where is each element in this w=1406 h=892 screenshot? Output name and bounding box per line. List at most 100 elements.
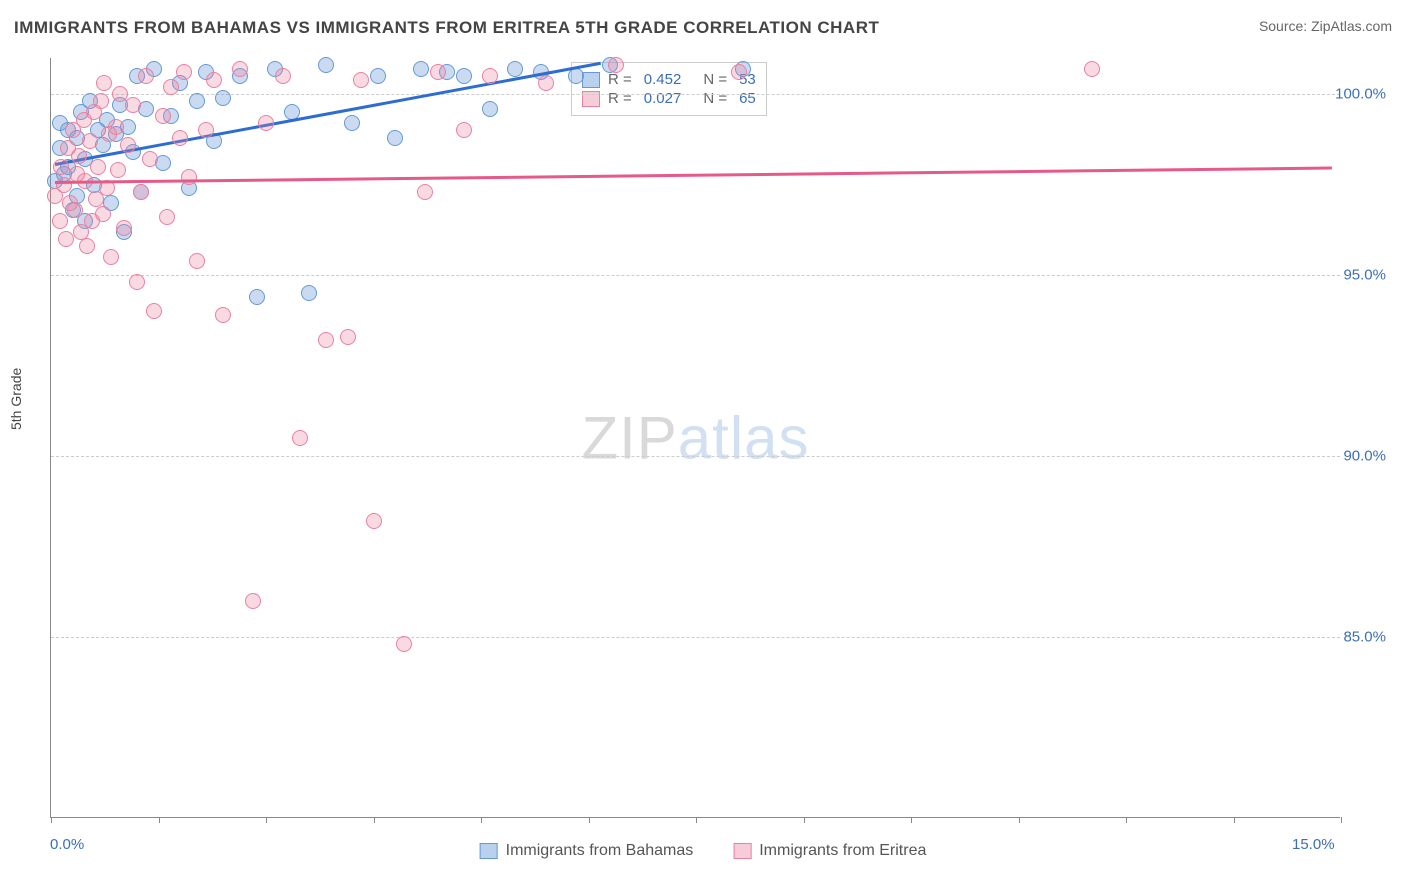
data-point [56,177,72,193]
data-point [249,289,265,305]
data-point [181,169,197,185]
data-point [82,133,98,149]
data-point [344,115,360,131]
data-point [340,329,356,345]
data-point [456,122,472,138]
data-point [189,253,205,269]
data-point [142,151,158,167]
data-point [159,209,175,225]
data-point [206,72,222,88]
r-value-eritrea: 0.027 [644,90,682,107]
swatch-pink-icon [733,843,751,859]
data-point [507,61,523,77]
data-point [608,57,624,73]
x-tick-mark [589,817,590,823]
data-point [198,122,214,138]
gridline [51,94,1340,95]
data-point [133,184,149,200]
data-point [417,184,433,200]
data-point [110,162,126,178]
x-tick-mark [1126,817,1127,823]
source-attribution: Source: ZipAtlas.com [1259,18,1392,34]
data-point [538,75,554,91]
source-name: ZipAtlas.com [1311,18,1392,34]
data-point [67,202,83,218]
watermark-atlas: atlas [678,404,810,471]
data-point [413,61,429,77]
legend-item-bahamas: Immigrants from Bahamas [480,842,694,860]
chart-header: IMMIGRANTS FROM BAHAMAS VS IMMIGRANTS FR… [14,18,1392,42]
data-point [93,93,109,109]
y-axis-label: 5th Grade [8,368,24,430]
chart-title: IMMIGRANTS FROM BAHAMAS VS IMMIGRANTS FR… [14,18,879,37]
data-point [125,97,141,113]
data-point [53,159,69,175]
r-label: R = [608,71,632,88]
r-label: R = [608,90,632,107]
gridline [51,275,1340,276]
data-point [129,274,145,290]
data-point [108,119,124,135]
x-tick-label: 15.0% [1292,836,1335,853]
x-tick-mark [159,817,160,823]
x-tick-mark [266,817,267,823]
swatch-blue-icon [480,843,498,859]
data-point [146,303,162,319]
data-point [387,130,403,146]
trend-line [55,167,1332,184]
legend-label-bahamas: Immigrants from Bahamas [506,842,694,860]
x-tick-mark [374,817,375,823]
watermark-zip: ZIP [581,404,677,471]
x-tick-mark [1019,817,1020,823]
data-point [189,93,205,109]
data-point [568,68,584,84]
data-point [96,75,112,91]
data-point [52,213,68,229]
data-point [370,68,386,84]
series-legend: Immigrants from Bahamas Immigrants from … [480,842,927,860]
data-point [58,231,74,247]
x-tick-mark [1341,817,1342,823]
data-point [430,64,446,80]
data-point [71,148,87,164]
data-point [482,68,498,84]
legend-row-bahamas: R = 0.452 N = 53 [582,71,756,88]
data-point [275,68,291,84]
r-value-bahamas: 0.452 [644,71,682,88]
data-point [116,220,132,236]
data-point [353,72,369,88]
n-label: N = [703,71,727,88]
data-point [79,238,95,254]
n-label: N = [703,90,727,107]
data-point [731,64,747,80]
data-point [232,61,248,77]
x-tick-label: 0.0% [50,836,84,853]
data-point [396,636,412,652]
data-point [456,68,472,84]
data-point [245,593,261,609]
x-tick-mark [481,817,482,823]
data-point [366,513,382,529]
data-point [155,108,171,124]
y-tick-label: 85.0% [1343,629,1386,646]
data-point [318,57,334,73]
data-point [90,159,106,175]
data-point [138,68,154,84]
legend-row-eritrea: R = 0.027 N = 65 [582,90,756,107]
data-point [120,137,136,153]
data-point [172,130,188,146]
data-point [1084,61,1100,77]
data-point [258,115,274,131]
scatter-plot-area: ZIPatlas R = 0.452 N = 53 R = 0.027 N = … [50,58,1340,818]
data-point [292,430,308,446]
data-point [318,332,334,348]
y-tick-label: 90.0% [1343,448,1386,465]
data-point [103,249,119,265]
legend-item-eritrea: Immigrants from Eritrea [733,842,926,860]
swatch-blue-icon [582,72,600,88]
data-point [163,79,179,95]
data-point [95,206,111,222]
data-point [301,285,317,301]
gridline [51,456,1340,457]
y-tick-label: 100.0% [1335,86,1386,103]
